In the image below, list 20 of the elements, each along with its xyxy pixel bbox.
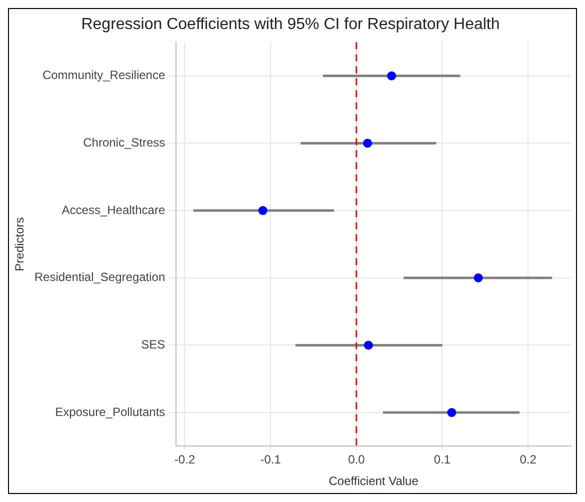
y-axis-title: Predictors (12, 217, 27, 272)
x-axis-title: Coefficient Value (328, 474, 419, 488)
x-tick-label: 0.1 (434, 452, 451, 467)
y-tick-label: SES (141, 338, 166, 352)
y-tick-label: Residential_Segregation (34, 270, 166, 284)
x-tick-label: 0.2 (520, 452, 537, 467)
y-tick-label: Community_Resilience (42, 68, 166, 82)
y-tick-label: Access_Healthcare (62, 202, 166, 217)
point (364, 340, 373, 350)
chart-title: Regression Coefficients with 95% CI for Respiratory Health (81, 16, 500, 34)
point (447, 408, 456, 418)
point (474, 273, 483, 282)
y-tick-label: Chronic_Stress (83, 136, 166, 150)
x-tick-label: 0.0 (348, 452, 366, 467)
point (387, 71, 396, 80)
x-tick-label: -0.1 (260, 452, 282, 467)
point (258, 206, 268, 216)
y-tick-label: Exposure_Pollutants (55, 404, 166, 419)
point (363, 138, 372, 148)
x-tick-label: -0.2 (174, 452, 196, 467)
